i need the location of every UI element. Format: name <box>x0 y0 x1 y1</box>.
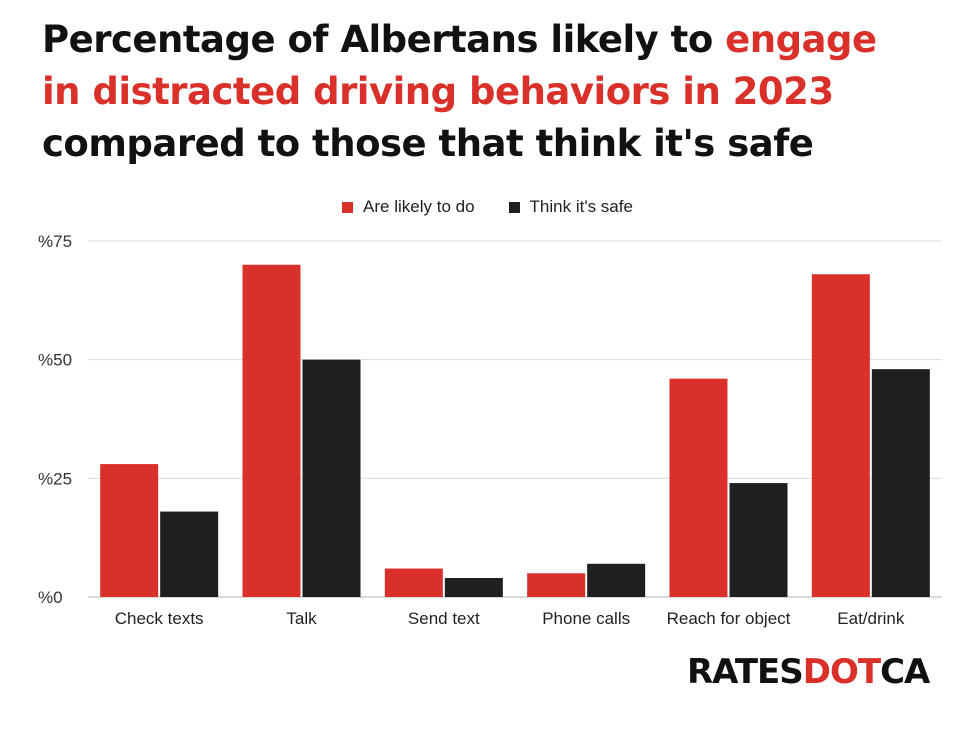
chart-title: Percentage of Albertans likely to engage… <box>42 14 962 170</box>
bar <box>811 274 870 597</box>
bar <box>871 369 930 597</box>
bar <box>384 568 443 597</box>
bar <box>302 359 361 597</box>
y-tick-label: %25 <box>38 469 72 488</box>
bar <box>669 378 728 597</box>
bar <box>160 511 219 597</box>
legend-swatch-likely <box>342 201 354 213</box>
y-tick-label: %0 <box>38 588 63 607</box>
legend-label-likely: Are likely to do <box>363 197 475 216</box>
x-tick-label: Phone calls <box>542 609 630 628</box>
x-tick-label: Check texts <box>115 609 204 628</box>
logo-part-ca: CA <box>880 652 930 692</box>
bar <box>444 578 503 597</box>
x-tick-label: Reach for object <box>667 609 791 628</box>
bar <box>242 264 301 597</box>
bar <box>729 483 788 597</box>
bar <box>100 464 159 597</box>
bar <box>527 573 586 597</box>
x-tick-label: Eat/drink <box>837 609 905 628</box>
title-line2-highlight: in distracted driving behaviors in 2023 <box>42 70 834 113</box>
legend-item-safe: Think it's safe <box>508 197 633 217</box>
bar-chart: %0 %25 %50 %75 Check texts Talk Send text Phone… <box>38 232 942 628</box>
chart-legend: Are likely to do Think it's safe <box>0 197 975 217</box>
y-tick-label: %75 <box>38 232 72 251</box>
legend-item-likely: Are likely to do <box>342 197 475 217</box>
title-line1-highlight: engage <box>725 18 877 61</box>
x-tick-label: Talk <box>286 609 317 628</box>
title-line3: compared to those that think it's safe <box>42 122 814 165</box>
ratesdotca-logo: RATESDOTCA <box>687 652 930 692</box>
title-line1-prefix: Percentage of Albertans likely to <box>42 18 726 61</box>
logo-part-dot: DOT <box>802 652 881 692</box>
legend-label-safe: Think it's safe <box>529 197 633 216</box>
y-tick-label: %50 <box>38 351 72 370</box>
x-tick-label: Send text <box>408 609 480 628</box>
legend-swatch-safe <box>508 201 520 213</box>
bar <box>587 563 646 597</box>
logo-part-rates: RATES <box>687 652 804 692</box>
